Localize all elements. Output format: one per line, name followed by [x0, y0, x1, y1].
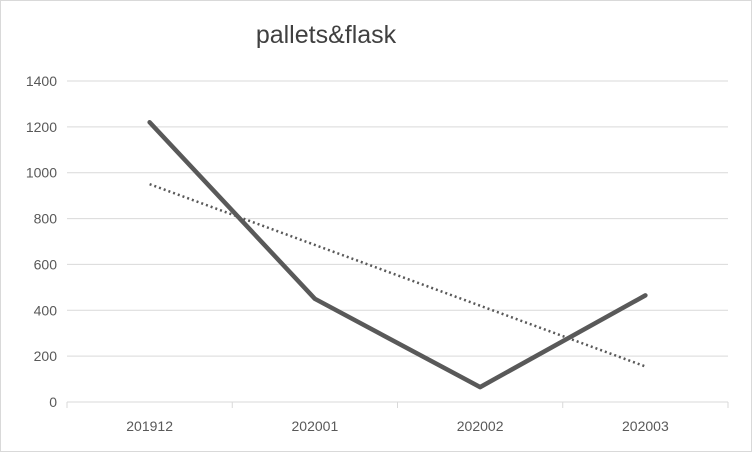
data-series-line — [147, 120, 648, 390]
y-tick-label: 0 — [49, 394, 57, 410]
y-tick-label: 1200 — [26, 119, 57, 135]
x-tick-label: 201912 — [126, 418, 173, 434]
y-tick-label: 1000 — [26, 165, 57, 181]
y-tick-label: 800 — [34, 211, 58, 227]
x-tick-label: 202002 — [457, 418, 504, 434]
y-tick-label: 200 — [34, 348, 58, 364]
data-point — [148, 120, 152, 124]
trendline-point — [148, 182, 152, 186]
y-tick-label: 600 — [34, 256, 58, 272]
data-point — [643, 293, 647, 297]
trendline-series — [149, 183, 646, 368]
trendline-point — [313, 243, 317, 247]
x-tick-label: 202001 — [292, 418, 339, 434]
chart-title: pallets&flask — [255, 21, 397, 49]
y-tick-label: 400 — [34, 302, 58, 318]
data-point — [313, 297, 317, 301]
trendline-point — [478, 304, 482, 308]
trendline-point — [643, 364, 647, 368]
x-tick-label: 202003 — [622, 418, 669, 434]
y-tick-label: 1400 — [26, 73, 57, 89]
data-point — [478, 385, 482, 389]
